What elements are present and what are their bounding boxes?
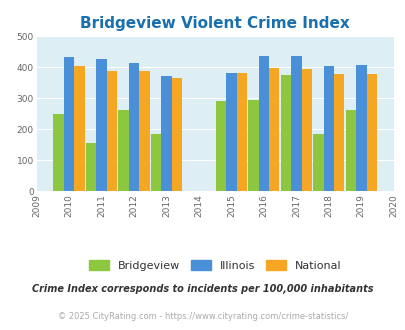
Text: Crime Index corresponds to incidents per 100,000 inhabitants: Crime Index corresponds to incidents per…	[32, 284, 373, 294]
Bar	[236, 73, 246, 191]
Bar	[118, 110, 128, 191]
Bar	[323, 66, 333, 191]
Bar	[107, 71, 117, 191]
Bar	[345, 110, 355, 191]
Bar	[269, 68, 279, 191]
Bar	[258, 56, 269, 191]
Bar	[355, 65, 366, 191]
Legend: Bridgeview, Illinois, National: Bridgeview, Illinois, National	[84, 256, 345, 276]
Bar	[161, 76, 171, 191]
Bar	[248, 100, 258, 191]
Bar	[301, 69, 311, 191]
Bar	[151, 134, 161, 191]
Title: Bridgeview Violent Crime Index: Bridgeview Violent Crime Index	[80, 16, 349, 31]
Bar	[96, 59, 107, 191]
Bar	[64, 57, 74, 191]
Bar	[128, 63, 139, 191]
Bar	[366, 74, 376, 191]
Bar	[333, 74, 343, 191]
Bar	[74, 66, 84, 191]
Bar	[313, 134, 323, 191]
Bar	[171, 78, 181, 191]
Bar	[290, 56, 301, 191]
Bar	[53, 115, 64, 191]
Bar	[280, 75, 290, 191]
Text: © 2025 CityRating.com - https://www.cityrating.com/crime-statistics/: © 2025 CityRating.com - https://www.city…	[58, 313, 347, 321]
Bar	[139, 71, 149, 191]
Bar	[215, 101, 226, 191]
Bar	[226, 73, 236, 191]
Bar	[86, 143, 96, 191]
